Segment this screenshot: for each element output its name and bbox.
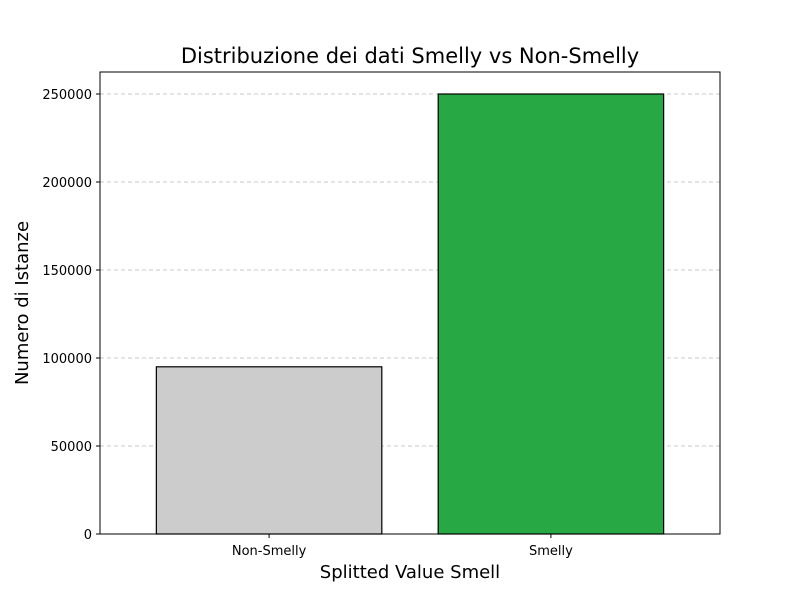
y-tick-label: 50000 — [51, 440, 92, 455]
x-tick-label: Non-Smelly — [232, 544, 307, 559]
bar-non-smelly — [155, 366, 383, 535]
y-tick-label: 0 — [84, 528, 92, 543]
y-tick-label: 200000 — [42, 176, 92, 191]
y-tick-label: 150000 — [42, 264, 92, 279]
x-tick-label: Smelly — [529, 544, 573, 559]
y-tick-label: 250000 — [42, 88, 92, 103]
plot-frame — [99, 71, 721, 535]
y-axis-ticks: 0 50000 100000 150000 200000 250000 — [42, 88, 100, 543]
x-axis-ticks: Non-Smelly Smelly — [232, 534, 573, 559]
y-axis-label: Numero di Istanze — [12, 221, 33, 385]
bar-smelly — [437, 93, 665, 535]
chart-title: Distribuzione dei dati Smelly vs Non-Sme… — [181, 44, 639, 68]
y-tick-label: 100000 — [42, 352, 92, 367]
gridlines — [100, 93, 720, 447]
bars — [155, 93, 665, 535]
x-axis-label: Splitted Value Smell — [320, 562, 500, 583]
